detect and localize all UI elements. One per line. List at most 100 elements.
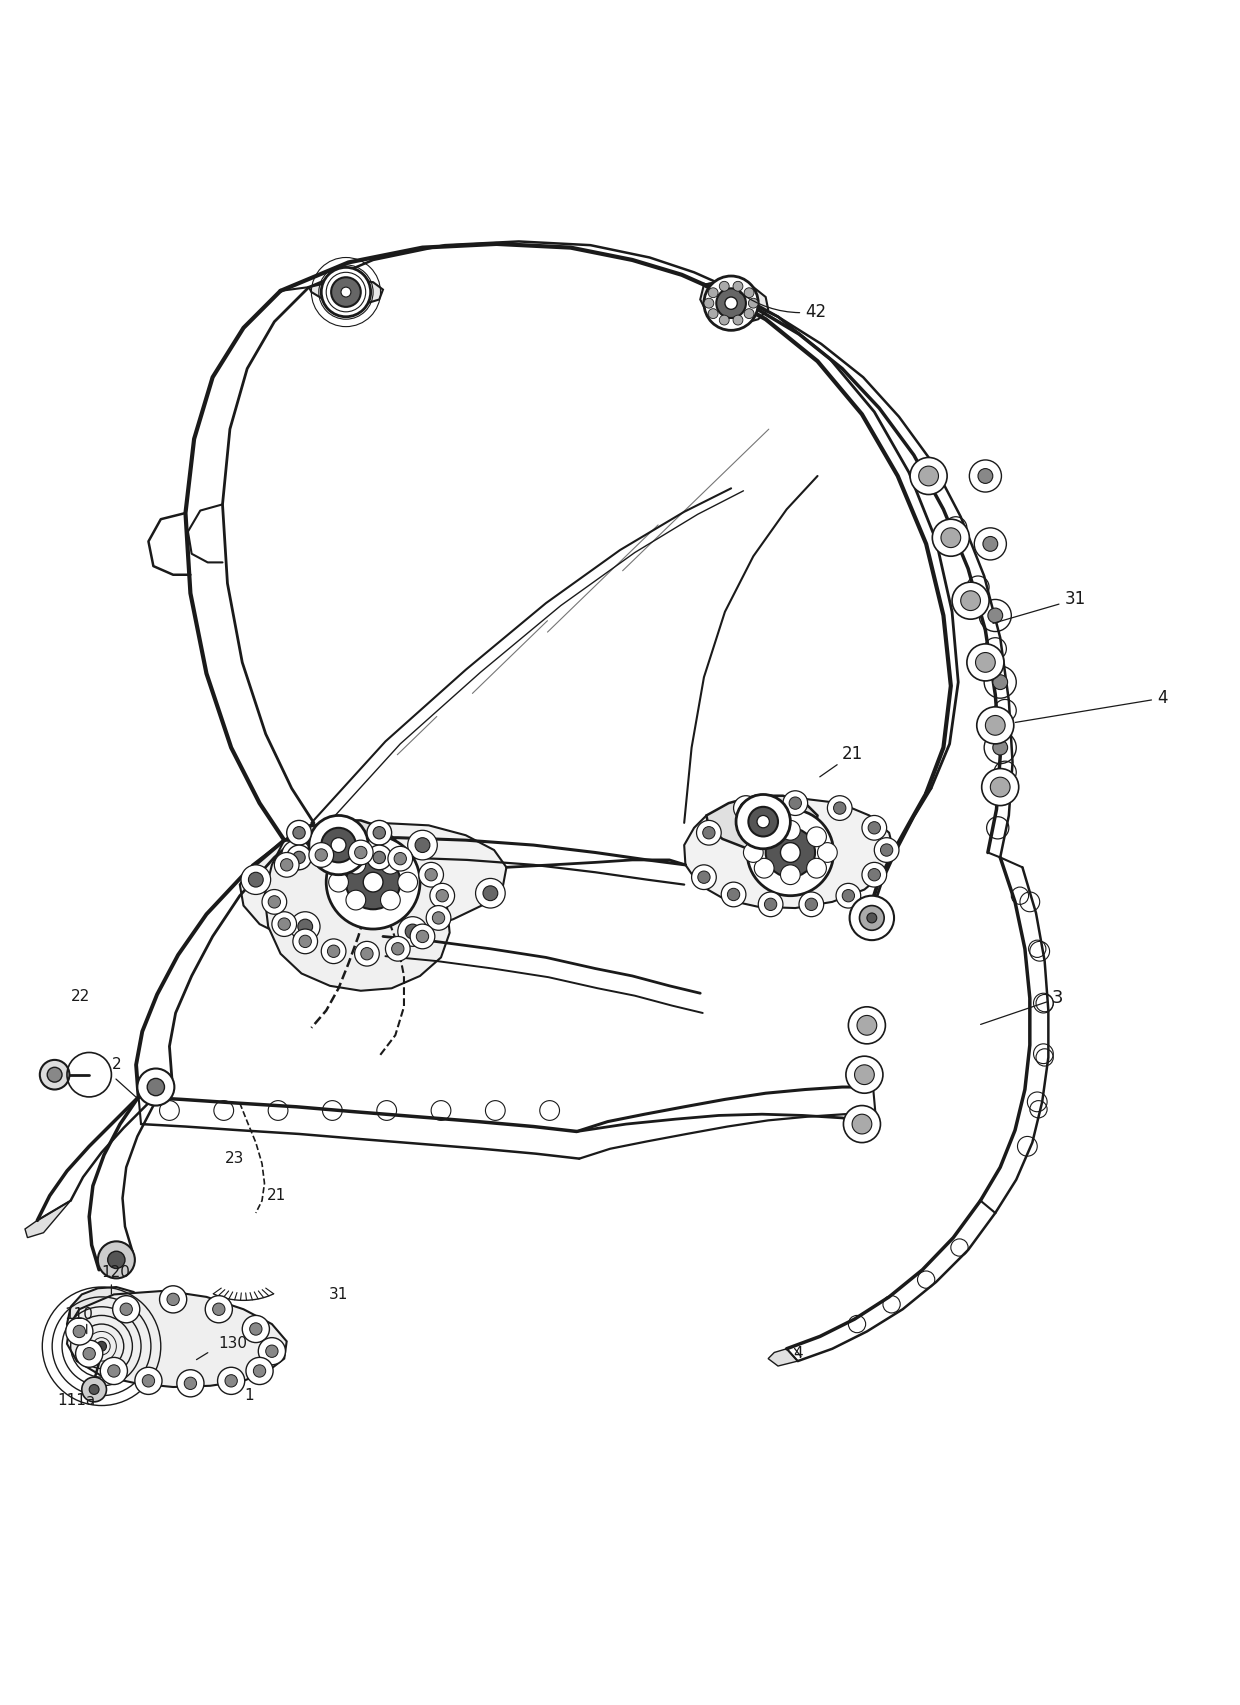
Circle shape	[167, 1292, 180, 1306]
Circle shape	[733, 281, 743, 292]
Circle shape	[278, 917, 290, 931]
Circle shape	[852, 1113, 872, 1134]
Circle shape	[758, 815, 769, 829]
Circle shape	[708, 309, 718, 319]
Circle shape	[782, 791, 807, 815]
Circle shape	[740, 801, 753, 815]
Circle shape	[703, 827, 715, 839]
Circle shape	[253, 1364, 265, 1378]
Circle shape	[249, 1323, 262, 1335]
Text: 120: 120	[102, 1265, 130, 1280]
Polygon shape	[67, 1291, 286, 1386]
Polygon shape	[707, 796, 817, 849]
Circle shape	[983, 537, 998, 551]
Circle shape	[725, 297, 738, 309]
Circle shape	[708, 288, 718, 298]
Polygon shape	[25, 1200, 71, 1238]
Circle shape	[436, 890, 449, 902]
Text: 130: 130	[218, 1337, 248, 1352]
Text: 22: 22	[71, 989, 91, 1004]
Circle shape	[704, 276, 758, 331]
Circle shape	[286, 820, 311, 846]
Circle shape	[427, 905, 451, 931]
Circle shape	[754, 827, 774, 847]
Circle shape	[843, 1105, 880, 1142]
Circle shape	[268, 895, 280, 909]
Circle shape	[293, 851, 305, 864]
Polygon shape	[768, 1349, 797, 1366]
Circle shape	[408, 830, 438, 859]
Circle shape	[817, 842, 837, 863]
Circle shape	[346, 854, 401, 909]
Circle shape	[217, 1367, 244, 1395]
Circle shape	[348, 841, 373, 864]
Circle shape	[849, 895, 894, 939]
Circle shape	[392, 943, 404, 955]
Circle shape	[728, 888, 740, 900]
Circle shape	[859, 905, 884, 931]
Circle shape	[326, 835, 420, 929]
Circle shape	[978, 469, 993, 484]
Circle shape	[780, 864, 800, 885]
Circle shape	[212, 1303, 224, 1316]
Text: 4: 4	[792, 1347, 802, 1361]
Circle shape	[862, 815, 887, 841]
Circle shape	[355, 941, 379, 967]
Circle shape	[737, 795, 790, 849]
Circle shape	[967, 644, 1004, 680]
Circle shape	[805, 899, 817, 910]
Circle shape	[289, 847, 304, 863]
Circle shape	[321, 829, 356, 863]
Circle shape	[868, 868, 880, 881]
Circle shape	[848, 1008, 885, 1043]
Circle shape	[280, 859, 293, 871]
Polygon shape	[701, 283, 768, 324]
Circle shape	[880, 844, 893, 856]
Circle shape	[281, 841, 311, 870]
Polygon shape	[67, 1287, 149, 1354]
Circle shape	[321, 939, 346, 963]
Polygon shape	[284, 820, 396, 873]
Circle shape	[734, 796, 758, 820]
Circle shape	[976, 653, 996, 672]
Text: 1: 1	[244, 1388, 254, 1403]
Circle shape	[433, 912, 445, 924]
Circle shape	[744, 309, 754, 319]
Circle shape	[120, 1303, 133, 1316]
Circle shape	[799, 892, 823, 917]
Circle shape	[206, 1296, 232, 1323]
Circle shape	[410, 924, 435, 948]
Circle shape	[842, 890, 854, 902]
Circle shape	[430, 883, 455, 909]
Polygon shape	[264, 841, 450, 991]
Circle shape	[919, 465, 939, 486]
Circle shape	[108, 1364, 120, 1378]
Circle shape	[807, 827, 826, 847]
Circle shape	[993, 675, 1008, 689]
Circle shape	[780, 842, 800, 863]
Circle shape	[98, 1241, 135, 1279]
Circle shape	[138, 1069, 175, 1105]
Circle shape	[748, 810, 833, 895]
Circle shape	[868, 822, 880, 834]
Circle shape	[765, 829, 815, 876]
Circle shape	[417, 931, 429, 943]
Circle shape	[807, 858, 826, 878]
Circle shape	[692, 864, 717, 890]
Circle shape	[346, 890, 366, 910]
Circle shape	[854, 1066, 874, 1084]
Circle shape	[874, 837, 899, 863]
Circle shape	[321, 268, 371, 317]
Polygon shape	[239, 824, 506, 941]
Circle shape	[143, 1374, 155, 1386]
Circle shape	[272, 912, 296, 936]
Circle shape	[986, 716, 1006, 735]
Circle shape	[952, 581, 990, 619]
Circle shape	[100, 1357, 128, 1384]
Circle shape	[982, 769, 1019, 805]
Circle shape	[265, 1345, 278, 1357]
Circle shape	[744, 842, 763, 863]
Circle shape	[961, 592, 981, 610]
Circle shape	[361, 948, 373, 960]
Circle shape	[758, 892, 782, 917]
